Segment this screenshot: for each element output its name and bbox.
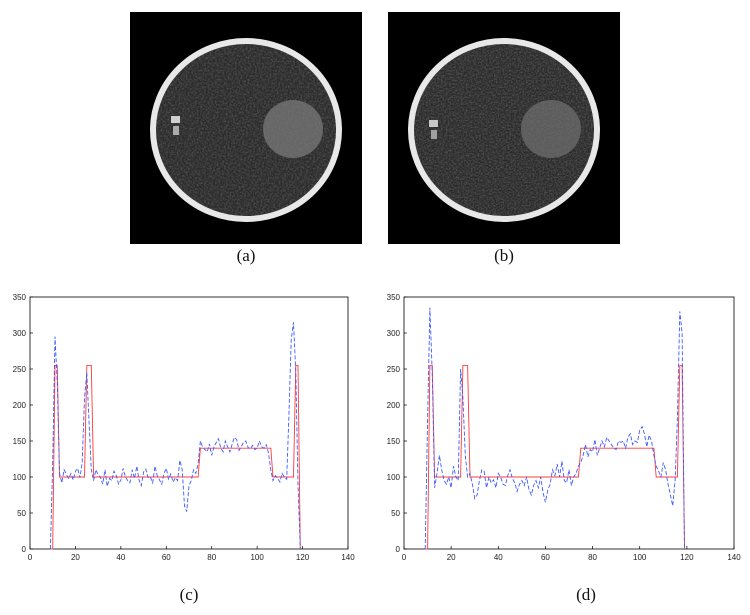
reconstruction-figure-b — [408, 38, 600, 222]
y-tick-label: 350 — [13, 293, 27, 302]
y-tick-label: 350 — [387, 293, 401, 302]
y-tick-label: 50 — [391, 509, 400, 518]
y-tick-label: 150 — [387, 437, 401, 446]
profile-chart-d-svg: 0 20 40 60 80 100 120 140 0 50 100 150 200 250 300 350 — [387, 293, 742, 562]
x-tick-label: 20 — [447, 553, 456, 562]
phantom-disc — [521, 100, 581, 158]
caption-d: (d) — [576, 585, 596, 604]
y-tick-label: 300 — [387, 329, 401, 338]
caption-b: (b) — [494, 246, 514, 265]
y-tick-label: 200 — [13, 401, 27, 410]
profile-chart-c-svg: 0 20 40 60 80 100 120 140 0 50 100 150 200 250 300 350 — [13, 293, 356, 562]
x-tick-label: 100 — [250, 553, 264, 562]
x-tick-label: 140 — [341, 553, 355, 562]
x-tick-label: 40 — [116, 553, 125, 562]
y-tick-label: 0 — [22, 545, 27, 554]
x-tick-label: 60 — [541, 553, 550, 562]
reconstruction-image-b — [388, 12, 620, 244]
phantom-outer-ring — [408, 38, 600, 222]
profile-chart-d: 0 20 40 60 80 100 120 140 0 50 100 150 200 250 300 350 — [374, 290, 744, 565]
y-tick-label: 50 — [17, 509, 26, 518]
caption-a: (a) — [236, 246, 256, 265]
x-tick-label: 120 — [680, 553, 694, 562]
x-tick-label: 0 — [28, 553, 33, 562]
y-tick-label: 100 — [387, 473, 401, 482]
y-tick-label: 250 — [387, 365, 401, 374]
x-tick-label: 100 — [633, 553, 647, 562]
phantom-insert-bottom — [431, 130, 437, 139]
phantom-disc — [263, 100, 323, 158]
reconstruction-profile-line — [49, 322, 301, 550]
x-tick-label: 120 — [296, 553, 310, 562]
reconstruction-figure-a — [150, 38, 342, 222]
x-tick-label: 60 — [162, 553, 171, 562]
y-tick-label: 100 — [13, 473, 27, 482]
y-tick-label: 150 — [13, 437, 27, 446]
profile-chart-c: 0 20 40 60 80 100 120 140 0 50 100 150 200 250 300 350 — [0, 290, 370, 565]
y-tick-label: 300 — [13, 329, 27, 338]
caption-c: (c) — [179, 585, 199, 604]
y-tick-label: 200 — [387, 401, 401, 410]
x-tick-label: 80 — [207, 553, 216, 562]
reconstruction-profile-line — [424, 307, 685, 550]
phantom-insert-top — [429, 120, 438, 127]
reconstruction-image-a — [130, 12, 362, 244]
x-tick-label: 0 — [402, 553, 407, 562]
x-tick-label: 20 — [71, 553, 80, 562]
phantom-insert-top — [171, 116, 180, 123]
phantom-outer-ring — [150, 38, 342, 222]
x-tick-label: 40 — [494, 553, 503, 562]
phantom-insert-bottom — [173, 126, 179, 135]
y-tick-label: 0 — [396, 545, 401, 554]
x-tick-label: 80 — [588, 553, 597, 562]
reference-profile-line — [425, 364, 685, 550]
plot-frame — [29, 296, 349, 550]
y-tick-label: 250 — [13, 365, 27, 374]
x-tick-label: 140 — [727, 553, 741, 562]
